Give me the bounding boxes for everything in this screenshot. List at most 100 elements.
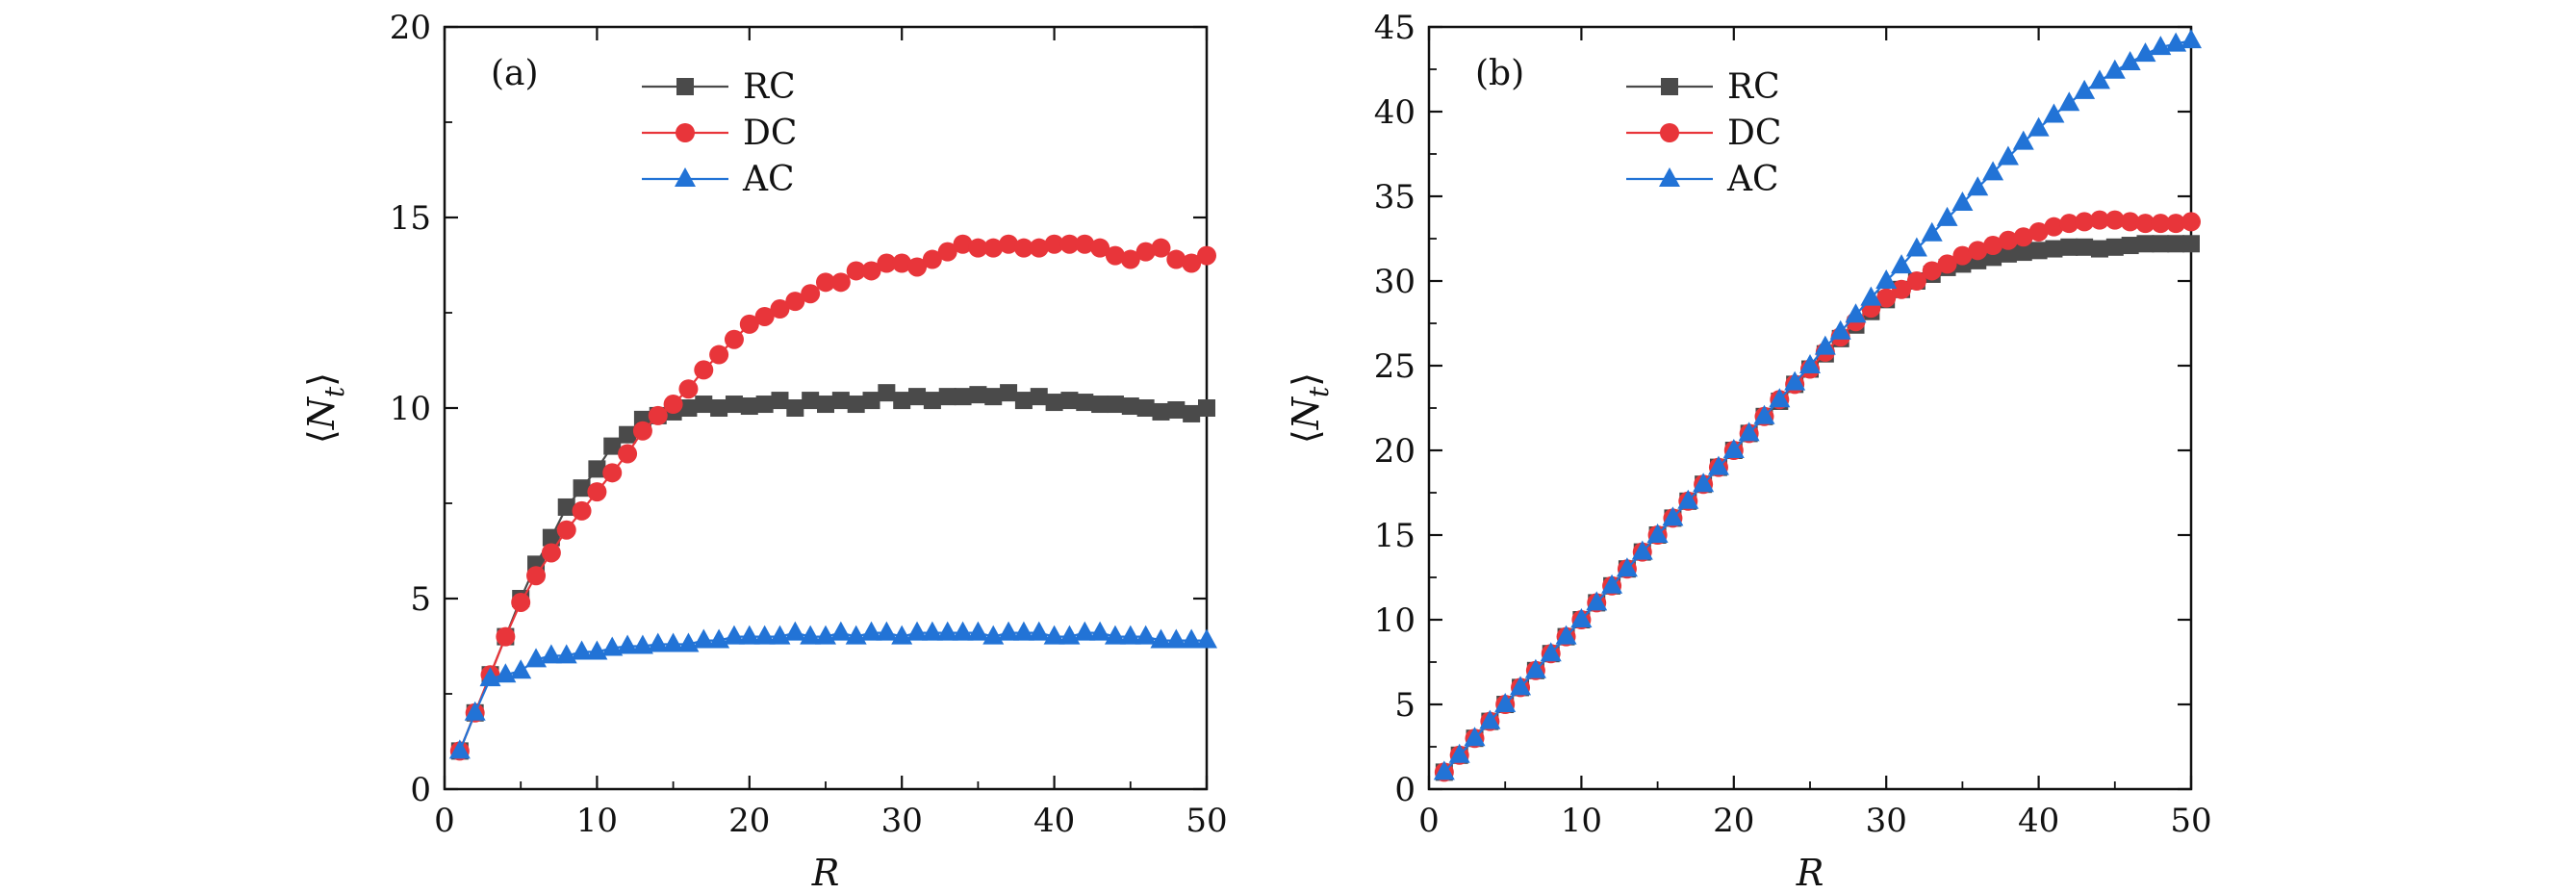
data-point-rc	[1198, 399, 1215, 417]
data-point-dc	[830, 272, 851, 293]
data-point-dc	[694, 360, 714, 380]
legend-marker-dc	[1660, 123, 1679, 142]
data-point-dc	[1075, 234, 1095, 254]
data-point-dc	[496, 626, 516, 647]
data-point-ac	[647, 632, 669, 652]
legend-marker-dc	[676, 123, 695, 142]
legend-label-dc: DC	[743, 114, 797, 153]
data-point-rc	[802, 392, 820, 410]
data-point-dc	[1135, 242, 1156, 262]
data-point-rc	[2167, 235, 2185, 253]
data-point-ac	[1479, 709, 1501, 729]
data-point-dc	[816, 272, 835, 293]
data-point-rc	[1014, 392, 1033, 410]
data-point-rc	[2182, 235, 2200, 253]
data-point-dc	[1892, 279, 1912, 299]
data-point-ac	[1707, 455, 1729, 475]
data-point-rc	[1045, 394, 1063, 412]
data-point-ac	[1135, 625, 1157, 645]
y-axis-label-bracket-close: ⟩	[1285, 372, 1327, 387]
data-point-dc	[663, 395, 683, 415]
y-axis-label-main: N	[300, 396, 343, 430]
data-point-ac	[1997, 145, 2019, 166]
data-point-ac	[1165, 628, 1187, 649]
data-point-ac	[2104, 59, 2126, 79]
y-tick-label: 30	[1374, 263, 1416, 301]
data-point-rc	[1121, 397, 1139, 416]
data-point-rc	[710, 399, 728, 417]
data-point-ac	[1982, 161, 2004, 181]
data-point-ac	[2119, 50, 2141, 70]
data-point-rc	[755, 396, 774, 414]
data-point-ac	[936, 621, 958, 641]
data-point-dc	[968, 238, 988, 258]
data-point-rc	[923, 392, 941, 410]
data-point-ac	[860, 621, 882, 641]
data-point-ac	[1784, 370, 1806, 391]
y-axis-label-bracket-open: ⟨	[1285, 429, 1327, 444]
y-tick-label: 25	[1374, 347, 1416, 386]
data-point-ac	[1891, 254, 1913, 274]
x-tick-label: 20	[1713, 802, 1754, 840]
data-point-dc	[739, 314, 759, 334]
data-point-dc	[678, 379, 699, 399]
data-point-dc	[937, 242, 957, 262]
data-point-ac	[1012, 621, 1034, 641]
data-point-rc	[908, 388, 927, 406]
data-point-dc	[618, 444, 638, 464]
data-point-ac	[906, 621, 929, 641]
x-tick-label: 10	[576, 802, 618, 840]
data-point-dc	[770, 299, 790, 319]
data-point-dc	[2135, 214, 2155, 234]
data-point-dc	[632, 421, 652, 441]
data-point-dc	[1182, 253, 1202, 273]
data-point-ac	[1043, 625, 1065, 645]
data-point-ac	[1875, 269, 1898, 289]
data-point-dc	[2104, 210, 2125, 230]
x-axis-label: R	[811, 852, 840, 894]
data-point-dc	[1120, 249, 1140, 269]
data-point-dc	[801, 284, 821, 304]
data-point-rc	[1136, 399, 1155, 417]
data-point-ac	[1555, 625, 1577, 645]
data-point-ac	[1722, 439, 1745, 458]
data-point-dc	[1013, 238, 1033, 258]
data-point-ac	[1616, 557, 1638, 577]
data-point-ac	[2165, 32, 2187, 52]
data-point-ac	[601, 636, 624, 656]
data-point-ac	[540, 644, 562, 664]
data-point-rc	[847, 396, 865, 414]
data-point-ac	[571, 640, 593, 660]
data-point-dc	[2166, 214, 2186, 234]
y-tick-label: 20	[1374, 432, 1416, 471]
data-point-dc	[1166, 249, 1186, 269]
data-point-ac	[2043, 103, 2065, 123]
data-point-ac	[1814, 335, 1836, 355]
data-point-ac	[800, 625, 822, 645]
data-point-rc	[2045, 240, 2063, 258]
data-point-dc	[754, 306, 775, 326]
data-point-dc	[999, 234, 1019, 254]
data-point-rc	[862, 392, 880, 410]
x-tick-label: 0	[1418, 802, 1440, 840]
data-point-ac	[1074, 621, 1096, 641]
y-tick-label: 5	[1394, 686, 1416, 725]
x-tick-label: 20	[728, 802, 770, 840]
data-point-rc	[557, 498, 575, 516]
data-point-dc	[1937, 254, 1957, 274]
y-axis-label-bracket-open: ⟨	[300, 429, 343, 444]
data-point-dc	[541, 543, 561, 563]
data-point-ac	[617, 634, 639, 654]
data-point-ac	[2150, 36, 2172, 56]
y-tick-label: 15	[1374, 517, 1416, 555]
data-point-ac	[2074, 79, 2096, 99]
data-point-ac	[1951, 192, 1974, 212]
data-point-ac	[1524, 658, 1546, 678]
data-point-dc	[861, 261, 881, 281]
data-point-rc	[2060, 238, 2079, 256]
legend-marker-rc	[1661, 78, 1678, 95]
legend-marker-rc	[676, 78, 694, 95]
data-point-ac	[2012, 130, 2034, 150]
data-point-dc	[953, 234, 973, 254]
data-point-ac	[1646, 524, 1669, 543]
